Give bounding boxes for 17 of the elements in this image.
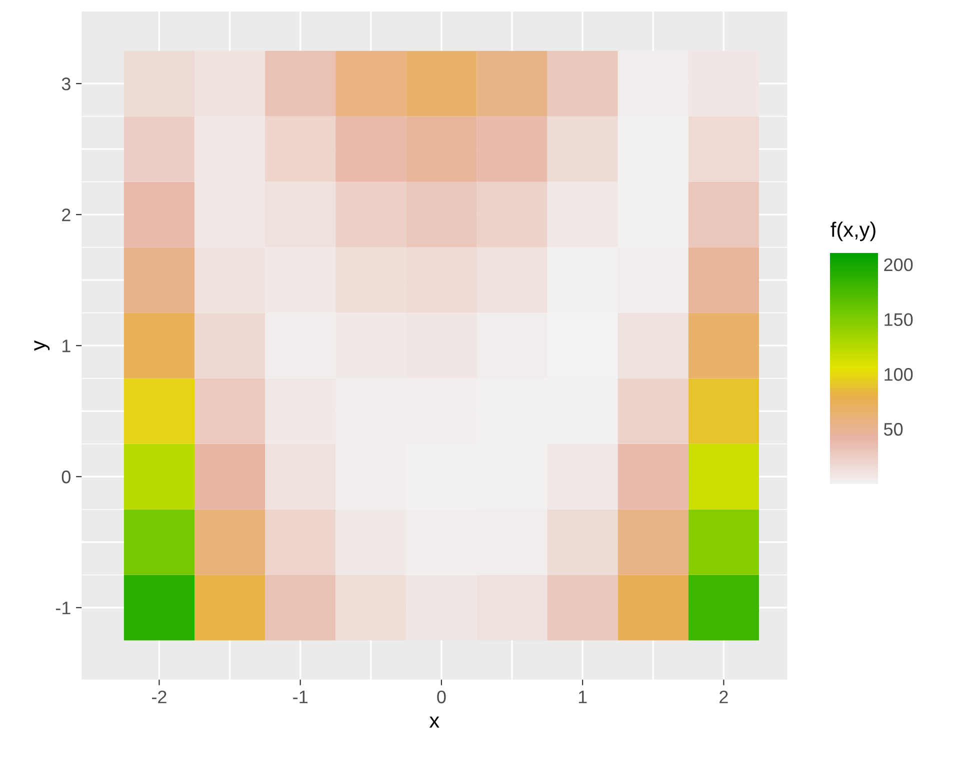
- y-axis-title: y: [34, 340, 50, 351]
- y-tick-label: 3: [62, 78, 70, 90]
- y-tick-label: 1: [62, 340, 70, 352]
- color-bar-label: 150: [884, 313, 913, 326]
- color-bar-label: 200: [884, 258, 913, 272]
- color-bar-title: f(x,y): [830, 222, 876, 242]
- y-tick-label: -1: [56, 602, 70, 614]
- x-tick-label: -2: [152, 690, 166, 704]
- color-bar-label: 50: [884, 422, 903, 436]
- x-tick-label: 2: [720, 690, 728, 704]
- x-tick-label: 1: [578, 690, 587, 704]
- x-tick-label: -1: [293, 690, 308, 704]
- y-tick-label: 0: [62, 470, 70, 484]
- y-tick-label: 2: [62, 208, 70, 222]
- x-tick-label: 0: [437, 690, 446, 704]
- color-bar-label: 100: [884, 368, 913, 381]
- x-axis-title: x: [429, 716, 440, 728]
